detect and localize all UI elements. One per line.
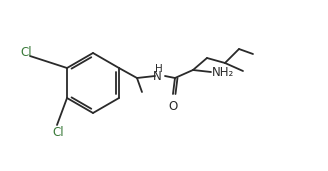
Text: Cl: Cl xyxy=(20,47,31,60)
Text: O: O xyxy=(168,100,177,113)
Text: NH₂: NH₂ xyxy=(212,65,234,78)
Text: Cl: Cl xyxy=(52,127,64,140)
Text: H: H xyxy=(155,64,163,74)
Text: N: N xyxy=(153,69,162,82)
